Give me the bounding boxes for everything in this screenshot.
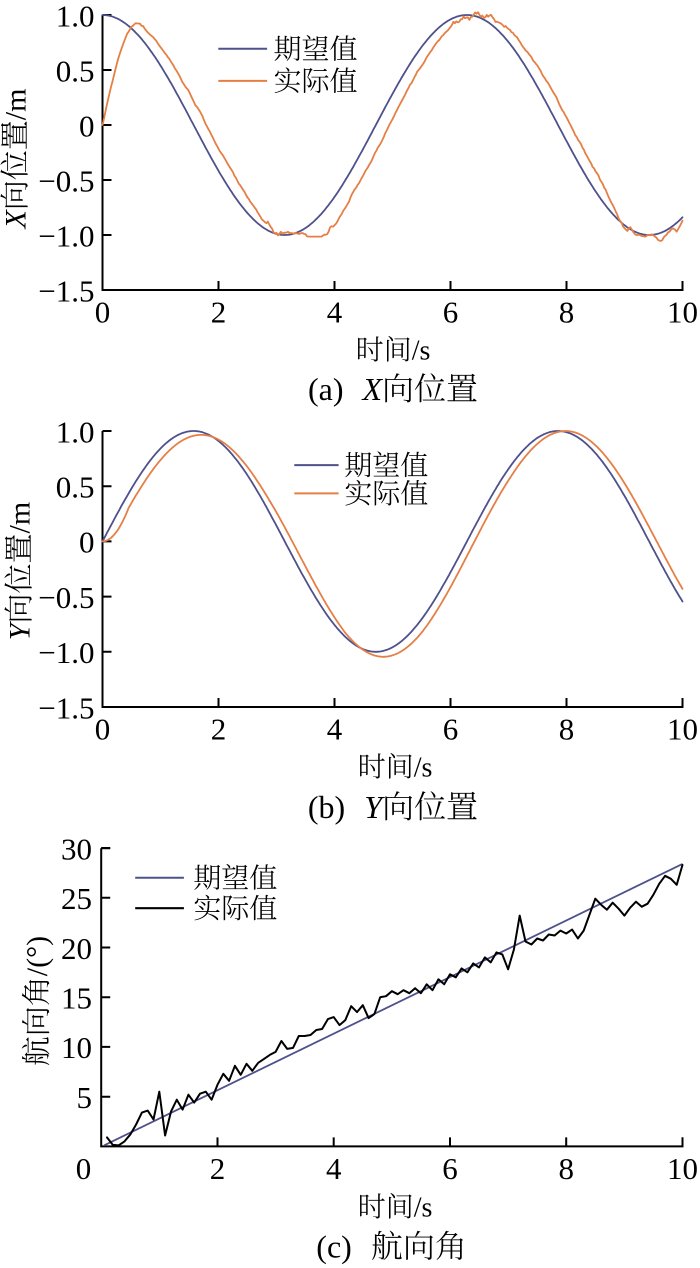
svg-text:/m: /m [0, 89, 33, 121]
svg-text:1.0: 1.0 [56, 0, 95, 33]
svg-text:6: 6 [443, 295, 459, 330]
svg-text:20: 20 [61, 931, 92, 966]
svg-text:0: 0 [79, 108, 95, 143]
svg-text:(a): (a) [308, 371, 344, 407]
svg-text:/(°): /(°) [21, 936, 54, 976]
svg-text:1.0: 1.0 [56, 414, 95, 449]
svg-text:0: 0 [95, 712, 111, 747]
svg-text:10: 10 [667, 712, 698, 747]
svg-text:8: 8 [559, 712, 575, 747]
svg-text:8: 8 [558, 1151, 574, 1186]
svg-text:Y: Y [4, 620, 37, 640]
svg-text:0.5: 0.5 [56, 470, 95, 505]
svg-text:(c): (c) [316, 1229, 352, 1265]
svg-text:(b): (b) [308, 789, 345, 825]
svg-text:4: 4 [327, 712, 343, 747]
svg-text:0: 0 [95, 295, 111, 330]
svg-text:0: 0 [79, 525, 95, 560]
svg-text:2: 2 [211, 712, 227, 747]
svg-text:−0.5: −0.5 [38, 580, 94, 615]
svg-text:2: 2 [211, 295, 227, 330]
svg-text:0.5: 0.5 [56, 53, 95, 88]
svg-text:Y: Y [364, 789, 385, 825]
svg-text:10: 10 [61, 1030, 92, 1065]
svg-text:/s: /s [414, 753, 433, 784]
svg-text:6: 6 [442, 1151, 458, 1186]
svg-text:4: 4 [326, 1151, 342, 1186]
svg-text:/s: /s [412, 336, 431, 367]
svg-text:−1.0: −1.0 [38, 635, 94, 670]
svg-text:6: 6 [443, 712, 459, 747]
svg-text:4: 4 [327, 295, 343, 330]
svg-text:30: 30 [61, 831, 92, 866]
svg-text:−1.5: −1.5 [38, 690, 94, 725]
svg-text:2: 2 [210, 1151, 226, 1186]
svg-text:10: 10 [667, 295, 698, 330]
svg-text:/s: /s [414, 1193, 433, 1224]
svg-text:10: 10 [667, 1151, 698, 1186]
svg-text:0: 0 [76, 1151, 92, 1186]
svg-text:−1.5: −1.5 [38, 273, 94, 308]
svg-text:15: 15 [61, 981, 92, 1016]
svg-text:25: 25 [61, 881, 92, 916]
svg-text:X: X [361, 371, 384, 407]
svg-text:X: X [0, 209, 33, 230]
svg-text:5: 5 [77, 1080, 93, 1115]
svg-text:−0.5: −0.5 [38, 163, 94, 198]
svg-text:/m: /m [4, 502, 37, 534]
svg-text:8: 8 [559, 295, 575, 330]
svg-text:−1.0: −1.0 [38, 218, 94, 253]
